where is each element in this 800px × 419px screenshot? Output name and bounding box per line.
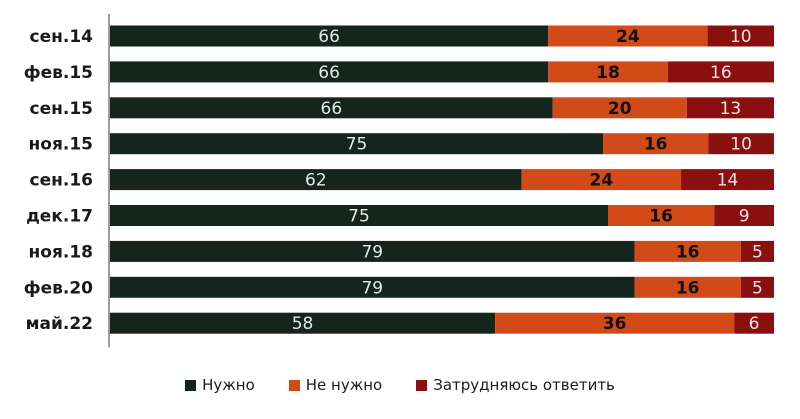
bar-segment-series-2 (708, 133, 774, 155)
data-label-series-1: 16 (649, 207, 673, 227)
bar-segment-series-2 (707, 25, 774, 47)
data-label-series-1: 16 (644, 135, 668, 155)
data-label-series-2: 10 (730, 27, 752, 47)
data-label-series-1: 18 (596, 63, 620, 83)
data-label-series-2: 14 (717, 171, 739, 191)
legend: Нужно Не нужно Затрудняюсь ответить (0, 376, 800, 394)
data-label-series-2: 9 (739, 207, 750, 227)
data-label-series-1: 24 (616, 27, 640, 47)
bar-segment-series-1 (603, 133, 709, 155)
bar-segment-series-1 (521, 169, 682, 191)
legend-item-needed: Нужно (185, 376, 255, 394)
data-label-series-0: 75 (346, 135, 368, 155)
data-label-series-1: 16 (676, 278, 700, 298)
bar-segment-series-2 (681, 169, 774, 191)
bar-segment-series-1 (548, 61, 668, 83)
bar-segment-series-0 (110, 169, 522, 191)
data-label-series-0: 79 (361, 242, 383, 262)
data-label-series-1: 24 (590, 171, 614, 191)
category-label: дек.17 (26, 207, 93, 227)
bar-segment-series-2 (686, 97, 774, 119)
bar-segment-series-0 (110, 240, 635, 262)
category-labels: сен.14 фев.15 сен.15 ноя.15 сен.16 дек.17 ноя.… (24, 27, 93, 334)
data-label-series-2: 10 (730, 135, 752, 155)
legend-item-hard-to-say: Затрудняюсь ответить (416, 376, 615, 394)
data-label-series-2: 6 (749, 314, 760, 334)
data-label-series-0: 75 (348, 207, 370, 227)
data-label-series-1: 20 (608, 99, 632, 119)
legend-item-not-needed: Не нужно (288, 376, 383, 394)
bar-segment-series-1 (552, 97, 687, 119)
stacked-bar-chart: сен.14 фев.15 сен.15 ноя.15 сен.16 дек.17 ноя.… (24, 14, 774, 348)
category-label: фев.20 (24, 278, 93, 298)
bar-segment-series-0 (110, 312, 496, 334)
data-label-series-0: 66 (318, 27, 340, 47)
bar-segment-series-0 (110, 61, 549, 83)
bar-segment-series-2 (667, 61, 774, 83)
data-label-series-0: 66 (321, 99, 343, 119)
bar-segment-series-0 (110, 205, 608, 226)
legend-swatch-needed (185, 379, 197, 391)
bar-segment-series-0 (110, 25, 549, 47)
bars (110, 25, 774, 334)
bar-segment-series-1 (548, 25, 708, 47)
data-label-series-2: 5 (752, 278, 763, 298)
bar-segment-series-1 (634, 276, 741, 298)
bar-segment-series-2 (714, 205, 774, 226)
category-label: сен.16 (30, 171, 93, 191)
category-label: ноя.18 (29, 242, 93, 262)
legend-swatch-hard-to-say (416, 379, 428, 391)
value-labels: 66 24 10 66 18 16 66 20 13 75 16 10 62 24 14 75 16 9 79 16 5… (292, 27, 763, 334)
legend-label-needed: Нужно (202, 376, 255, 394)
category-label: сен.15 (30, 99, 93, 119)
bar-segment-series-1 (608, 205, 715, 226)
category-label: фев.15 (24, 63, 93, 83)
bar-segment-series-2 (740, 240, 774, 262)
legend-swatch-not-needed (288, 379, 300, 391)
data-label-series-1: 16 (676, 242, 700, 262)
legend-label-hard-to-say: Затрудняюсь ответить (433, 376, 615, 394)
data-label-series-2: 16 (710, 63, 732, 83)
bar-segment-series-0 (110, 276, 635, 298)
data-label-series-0: 79 (361, 278, 383, 298)
category-label: сен.14 (30, 27, 94, 47)
bar-segment-series-2 (734, 312, 774, 334)
data-label-series-0: 66 (318, 63, 340, 83)
bar-segment-series-1 (495, 312, 735, 334)
data-label-series-2: 5 (752, 242, 763, 262)
category-label: май.22 (26, 314, 93, 334)
data-label-series-0: 62 (305, 171, 327, 191)
legend-label-not-needed: Не нужно (305, 376, 383, 394)
category-label: ноя.15 (29, 135, 93, 155)
data-label-series-2: 13 (720, 99, 742, 119)
bar-segment-series-1 (634, 240, 741, 262)
bar-segment-series-0 (110, 97, 553, 119)
data-label-series-1: 36 (603, 314, 627, 334)
bar-segment-series-0 (110, 133, 604, 155)
bar-segment-series-2 (740, 276, 774, 298)
data-label-series-0: 58 (292, 314, 314, 334)
